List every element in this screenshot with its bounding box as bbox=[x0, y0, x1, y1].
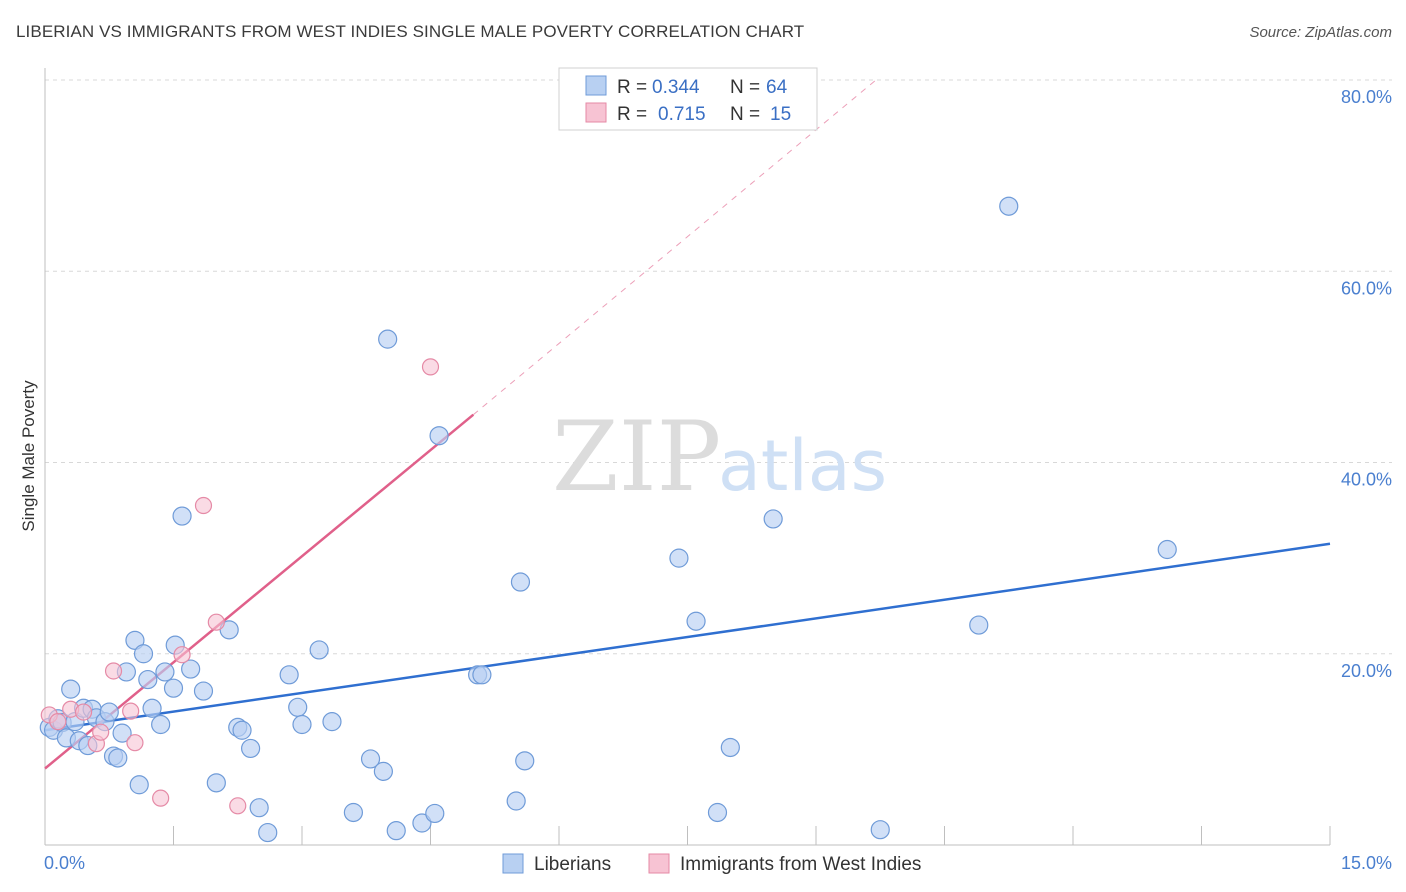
x-tick-label-min: 0.0% bbox=[44, 853, 85, 873]
point-liberians-63 bbox=[1157, 539, 1177, 560]
y-tick-label-0: 20.0% bbox=[1341, 661, 1392, 681]
series-liberians-points bbox=[39, 196, 1177, 843]
point-liberians-60 bbox=[870, 820, 890, 840]
legend-r-value-1: 0.715 bbox=[658, 104, 706, 125]
bottom-legend-label-westindies: Immigrants from West Indies bbox=[680, 854, 921, 875]
point-liberians-20 bbox=[133, 644, 154, 664]
y-tick-label-1: 40.0% bbox=[1341, 470, 1392, 490]
point-liberians-48 bbox=[425, 803, 445, 824]
point-liberians-45 bbox=[378, 329, 398, 349]
legend-r-label-0: R = bbox=[617, 77, 647, 98]
legend-n-label-0: N = bbox=[730, 77, 760, 98]
point-liberians-5 bbox=[61, 679, 81, 699]
point-liberians-25 bbox=[163, 678, 184, 698]
point-westindies-10 bbox=[173, 646, 191, 664]
legend-swatch-liberians bbox=[585, 75, 607, 96]
chart-title: LIBERIAN VS IMMIGRANTS FROM WEST INDIES … bbox=[16, 22, 805, 41]
point-westindies-13 bbox=[229, 797, 247, 815]
legend-r-value-0: 0.344 bbox=[652, 77, 700, 98]
x-tick-label-max: 15.0% bbox=[1341, 853, 1392, 873]
bottom-legend-label-liberians: Liberians bbox=[534, 854, 611, 875]
point-liberians-23 bbox=[151, 714, 171, 735]
point-westindies-3 bbox=[74, 703, 93, 721]
point-liberians-13 bbox=[99, 702, 119, 722]
watermark-atlas: atlas bbox=[718, 425, 887, 507]
point-liberians-51 bbox=[472, 665, 492, 685]
series-westindies-points bbox=[40, 358, 440, 815]
point-liberians-29 bbox=[193, 681, 214, 701]
axes bbox=[44, 68, 1331, 846]
point-liberians-18 bbox=[125, 630, 145, 650]
correlation-legend: R = 0.344 N = 64 R = 0.715 N = 15 bbox=[558, 67, 818, 131]
bottom-legend-swatch-westindies bbox=[648, 853, 670, 874]
point-liberians-30 bbox=[206, 773, 226, 793]
point-westindies-6 bbox=[104, 662, 123, 680]
point-liberians-33 bbox=[232, 720, 252, 740]
point-liberians-35 bbox=[249, 798, 269, 818]
point-liberians-43 bbox=[360, 749, 381, 769]
point-westindies-1 bbox=[49, 713, 67, 731]
point-liberians-57 bbox=[707, 802, 728, 823]
legend-n-value-1: 15 bbox=[770, 104, 791, 125]
point-liberians-38 bbox=[288, 697, 308, 717]
point-liberians-58 bbox=[720, 737, 740, 758]
point-liberians-36 bbox=[258, 822, 278, 843]
point-liberians-39 bbox=[292, 714, 312, 735]
point-liberians-62 bbox=[999, 196, 1019, 216]
point-westindies-9 bbox=[152, 789, 170, 807]
point-liberians-59 bbox=[763, 509, 783, 529]
point-liberians-56 bbox=[686, 611, 706, 631]
series-legend: Liberians Immigrants from West Indies bbox=[502, 853, 921, 875]
point-liberians-28 bbox=[181, 659, 201, 679]
point-liberians-55 bbox=[669, 548, 689, 568]
point-liberians-52 bbox=[506, 791, 526, 811]
point-westindies-14 bbox=[421, 358, 440, 376]
point-westindies-7 bbox=[122, 702, 140, 720]
legend-swatch-westindies bbox=[585, 102, 607, 123]
point-westindies-5 bbox=[92, 723, 110, 741]
legend-n-label-1: N = bbox=[730, 104, 760, 125]
point-westindies-8 bbox=[126, 734, 144, 752]
point-liberians-61 bbox=[969, 615, 989, 635]
trend-line-liberians bbox=[44, 542, 1331, 732]
bottom-legend-swatch-liberians bbox=[502, 853, 524, 874]
point-liberians-54 bbox=[515, 751, 535, 771]
trend-line-westindies-extension bbox=[473, 79, 877, 416]
point-liberians-19 bbox=[129, 775, 149, 795]
point-liberians-47 bbox=[412, 813, 432, 833]
point-liberians-46 bbox=[386, 821, 406, 841]
point-liberians-34 bbox=[241, 738, 261, 759]
point-liberians-27 bbox=[172, 506, 192, 526]
point-liberians-37 bbox=[279, 665, 299, 685]
point-liberians-40 bbox=[309, 640, 329, 660]
grid-lines bbox=[45, 79, 1392, 655]
point-westindies-11 bbox=[194, 496, 213, 515]
y-axis-title: Single Male Poverty bbox=[19, 380, 38, 532]
point-westindies-12 bbox=[207, 613, 225, 631]
point-liberians-44 bbox=[373, 761, 393, 781]
legend-n-value-0: 64 bbox=[766, 77, 788, 98]
point-liberians-49 bbox=[429, 426, 449, 446]
legend-r-label-1: R = bbox=[617, 104, 647, 125]
y-tick-labels: 20.0% 40.0% 60.0% 80.0% bbox=[1341, 87, 1392, 681]
watermark-zip: ZIP bbox=[552, 401, 721, 513]
y-tick-label-2: 60.0% bbox=[1341, 278, 1392, 298]
point-liberians-53 bbox=[510, 572, 531, 592]
point-liberians-42 bbox=[343, 802, 363, 823]
point-liberians-22 bbox=[142, 698, 162, 718]
point-liberians-21 bbox=[138, 669, 158, 690]
y-tick-label-3: 80.0% bbox=[1341, 87, 1392, 107]
source-label: Source: ZipAtlas.com bbox=[1249, 24, 1392, 41]
point-liberians-16 bbox=[112, 723, 132, 743]
point-liberians-24 bbox=[155, 662, 175, 682]
point-liberians-41 bbox=[322, 712, 342, 732]
point-liberians-15 bbox=[108, 748, 128, 768]
